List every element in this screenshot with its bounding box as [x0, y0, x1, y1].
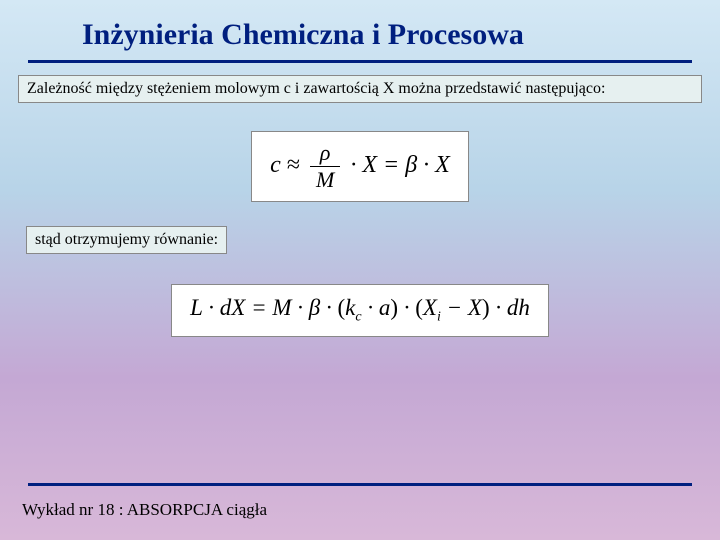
eq1-num: ρ [310, 142, 340, 167]
eq1-approx: ≈ [287, 152, 300, 178]
top-rule [28, 60, 692, 63]
eq1-lhs: c [270, 152, 281, 178]
eq2-xi: X [423, 295, 437, 320]
eq2-dota: · a [362, 295, 391, 320]
equation-2: L · dX = M · β · (kc · a) · (Xi − X) · d… [171, 284, 549, 337]
eq1-den: M [310, 167, 340, 191]
equation-1-wrap: c ≈ ρ M · X = β · X [0, 131, 720, 202]
mid-text: stąd otrzymujemy równanie: [26, 226, 227, 254]
eq2-dot2: · [398, 295, 415, 320]
eq2-minus: − X [441, 295, 482, 320]
eq2-lp: ( [337, 295, 345, 320]
bottom-rule [28, 483, 692, 486]
page-title: Inżynieria Chemiczna i Procesowa [0, 0, 720, 60]
eq2-rp2: ) [482, 295, 490, 320]
eq2-part1: L · dX = M · β · [190, 295, 337, 320]
eq2-kc: k [345, 295, 355, 320]
eq1-fraction: ρ M [310, 142, 340, 191]
equation-1: c ≈ ρ M · X = β · X [251, 131, 469, 202]
eq1-beta: β [405, 152, 417, 178]
eq1-times2: · X [423, 152, 450, 178]
equation-2-wrap: L · dX = M · β · (kc · a) · (Xi − X) · d… [0, 284, 720, 337]
intro-text: Zależność między stężeniem molowym c i z… [18, 75, 702, 103]
eq1-times1: · X = [350, 152, 399, 178]
eq2-rp: ) [390, 295, 398, 320]
eq2-tail: · dh [490, 295, 530, 320]
eq2-lp2: ( [415, 295, 423, 320]
footer-text: Wykład nr 18 : ABSORPCJA ciągła [22, 500, 267, 520]
